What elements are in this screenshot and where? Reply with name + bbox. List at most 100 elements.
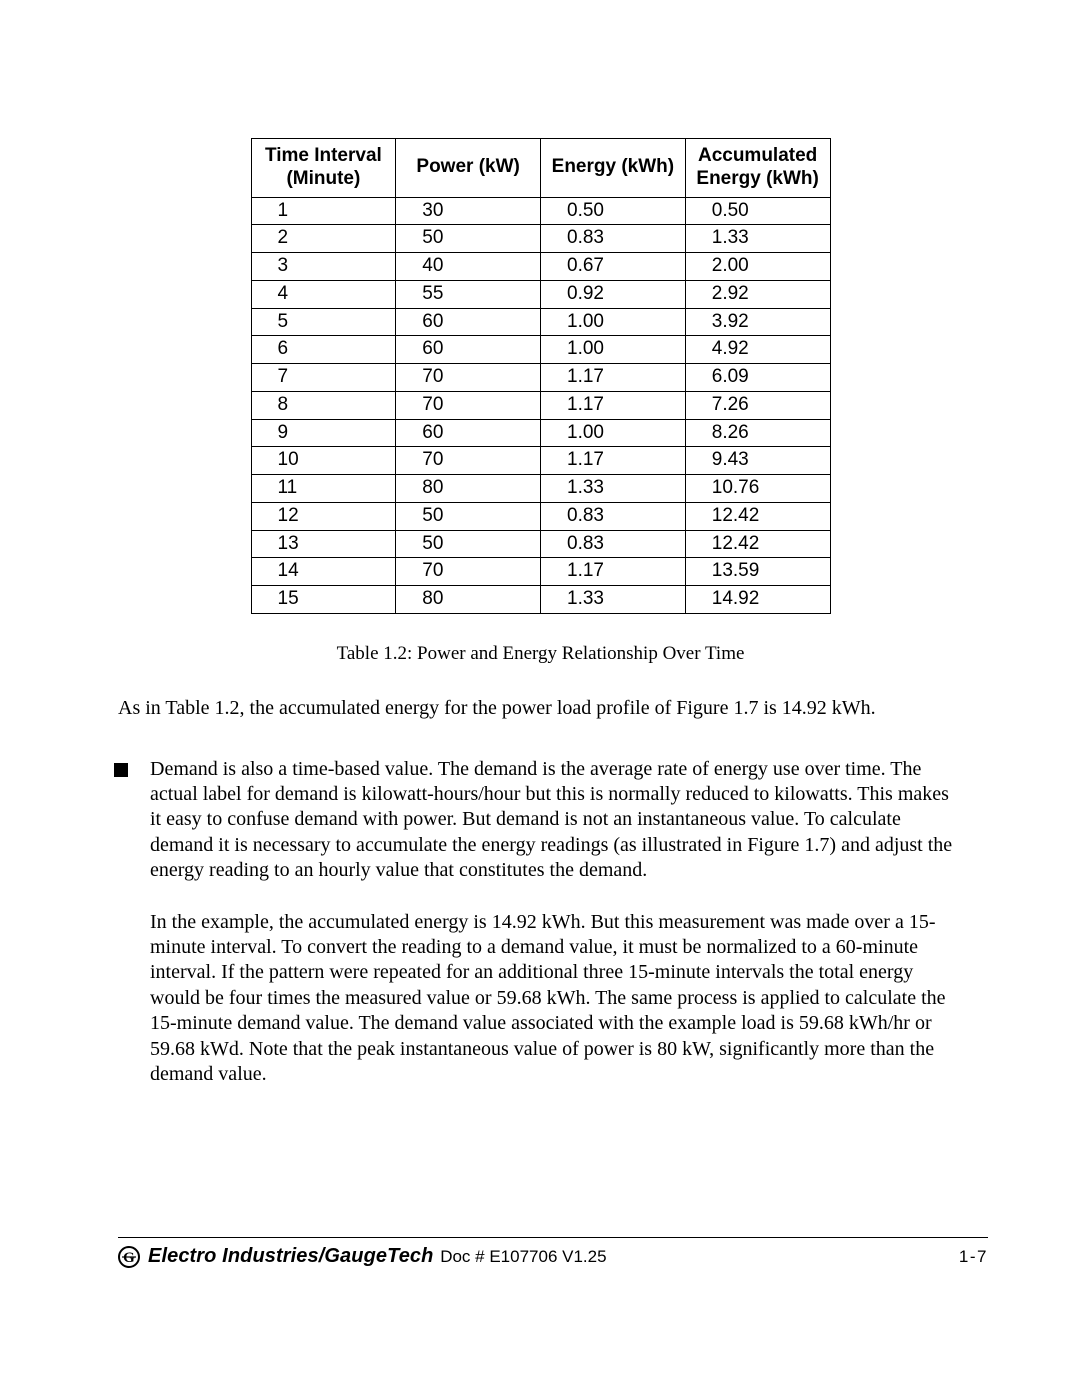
brand-logo-icon: G	[118, 1246, 140, 1268]
table-row: 3400.672.00	[251, 253, 830, 281]
table-cell: 4.92	[685, 336, 830, 364]
table-cell: 12.42	[685, 502, 830, 530]
table-row: 11801.3310.76	[251, 475, 830, 503]
svg-text:G: G	[123, 1250, 135, 1266]
table-cell: 80	[396, 475, 541, 503]
table-cell: 10	[251, 447, 396, 475]
bullet-paragraph-1: Demand is also a time-based value. The d…	[150, 757, 963, 884]
table-cell: 13.59	[685, 558, 830, 586]
table-cell: 14.92	[685, 586, 830, 614]
table-cell: 70	[396, 447, 541, 475]
table-row: 14701.1713.59	[251, 558, 830, 586]
table-cell: 7	[251, 364, 396, 392]
table-cell: 5	[251, 308, 396, 336]
page: Time Interval (Minute) Power (kW) Energy…	[0, 0, 1080, 1397]
table-cell: 1.33	[541, 475, 686, 503]
footer-brand: Electro Industries/GaugeTech	[148, 1245, 433, 1267]
table-row: 4550.922.92	[251, 280, 830, 308]
table-cell: 0.50	[541, 197, 686, 225]
table-cell: 6	[251, 336, 396, 364]
table-cell: 1.17	[541, 391, 686, 419]
table-header-row: Time Interval (Minute) Power (kW) Energy…	[251, 139, 830, 198]
table-cell: 12	[251, 502, 396, 530]
table-cell: 2.00	[685, 253, 830, 281]
page-footer: G Electro Industries/GaugeTech Doc # E10…	[118, 1237, 988, 1269]
table-cell: 2	[251, 225, 396, 253]
col-time-interval: Time Interval (Minute)	[251, 139, 396, 198]
table-row: 5601.003.92	[251, 308, 830, 336]
table-row: 10701.179.43	[251, 447, 830, 475]
table-cell: 1.17	[541, 364, 686, 392]
bullet-paragraph-2: In the example, the accumulated energy i…	[150, 910, 963, 1088]
table-cell: 8	[251, 391, 396, 419]
header-text: Time Interval	[265, 145, 382, 166]
table-row: 13500.8312.42	[251, 530, 830, 558]
table-row: 6601.004.92	[251, 336, 830, 364]
col-energy: Energy (kWh)	[541, 139, 686, 198]
table-cell: 40	[396, 253, 541, 281]
table-cell: 60	[396, 419, 541, 447]
paragraph-intro: As in Table 1.2, the accumulated energy …	[118, 696, 963, 721]
table-cell: 1.00	[541, 308, 686, 336]
table-cell: 0.83	[541, 530, 686, 558]
table-cell: 50	[396, 225, 541, 253]
table-caption: Table 1.2: Power and Energy Relationship…	[118, 642, 963, 666]
power-energy-table: Time Interval (Minute) Power (kW) Energy…	[251, 138, 831, 614]
table-row: 7701.176.09	[251, 364, 830, 392]
table-row: 1300.500.50	[251, 197, 830, 225]
table-row: 2500.831.33	[251, 225, 830, 253]
table-cell: 1.17	[541, 447, 686, 475]
table-cell: 0.92	[541, 280, 686, 308]
table-cell: 0.67	[541, 253, 686, 281]
table-cell: 1.33	[685, 225, 830, 253]
table-cell: 1	[251, 197, 396, 225]
table-cell: 8.26	[685, 419, 830, 447]
table-cell: 0.83	[541, 502, 686, 530]
square-bullet-icon	[114, 763, 128, 777]
table-cell: 30	[396, 197, 541, 225]
table-cell: 70	[396, 391, 541, 419]
header-text: Power (kW)	[416, 156, 519, 177]
table-cell: 14	[251, 558, 396, 586]
table-cell: 70	[396, 364, 541, 392]
content-area: Time Interval (Minute) Power (kW) Energy…	[118, 138, 963, 1087]
table-cell: 1.33	[541, 586, 686, 614]
table-row: 8701.177.26	[251, 391, 830, 419]
footer-doc-number: Doc # E107706 V1.25	[440, 1247, 606, 1266]
table-cell: 3	[251, 253, 396, 281]
table-cell: 7.26	[685, 391, 830, 419]
table-cell: 70	[396, 558, 541, 586]
table-cell: 60	[396, 336, 541, 364]
table-row: 15801.3314.92	[251, 586, 830, 614]
table-cell: 1.00	[541, 419, 686, 447]
table-cell: 4	[251, 280, 396, 308]
table-cell: 55	[396, 280, 541, 308]
table-row: 12500.8312.42	[251, 502, 830, 530]
table-cell: 1.17	[541, 558, 686, 586]
table-cell: 50	[396, 502, 541, 530]
table-cell: 3.92	[685, 308, 830, 336]
table-cell: 0.50	[685, 197, 830, 225]
table-cell: 1.00	[541, 336, 686, 364]
table-body: 1300.500.502500.831.333400.672.004550.92…	[251, 197, 830, 613]
table-cell: 2.92	[685, 280, 830, 308]
table-cell: 10.76	[685, 475, 830, 503]
table-cell: 60	[396, 308, 541, 336]
header-text: Energy (kWh)	[696, 168, 818, 189]
table-row: 9601.008.26	[251, 419, 830, 447]
header-text: (Minute)	[286, 168, 360, 189]
col-power: Power (kW)	[396, 139, 541, 198]
table-cell: 50	[396, 530, 541, 558]
table-cell: 9	[251, 419, 396, 447]
header-text: Accumulated	[698, 145, 817, 166]
table-cell: 11	[251, 475, 396, 503]
table-cell: 13	[251, 530, 396, 558]
header-text: Energy (kWh)	[552, 156, 674, 177]
table-cell: 0.83	[541, 225, 686, 253]
table-cell: 12.42	[685, 530, 830, 558]
col-accumulated: Accumulated Energy (kWh)	[685, 139, 830, 198]
table-cell: 80	[396, 586, 541, 614]
bullet-section: Demand is also a time-based value. The d…	[118, 757, 963, 1088]
footer-page-number: 1-7	[959, 1246, 988, 1267]
table-cell: 15	[251, 586, 396, 614]
